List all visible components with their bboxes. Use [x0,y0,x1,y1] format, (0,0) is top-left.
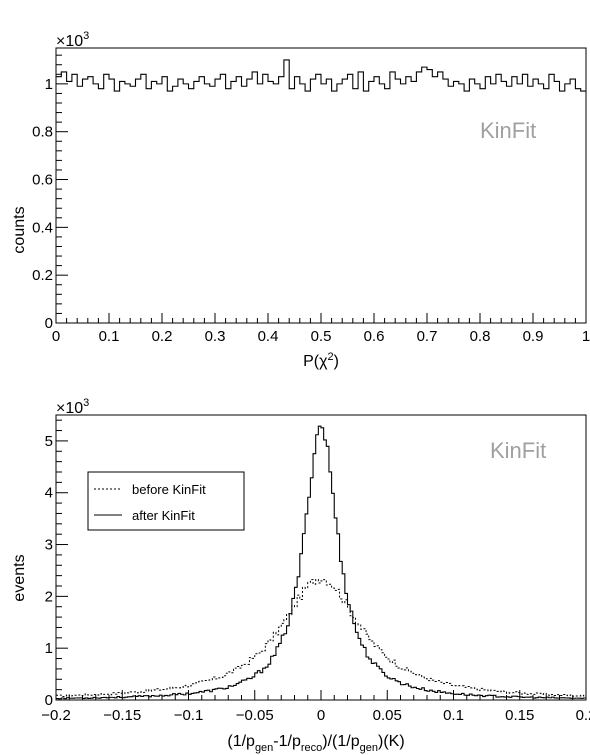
legend-after-label: after KinFit [132,508,195,523]
top-yscale-label: ×103 [56,30,89,50]
top-y-tick-label: 0.2 [32,267,53,284]
top-x-tick-label: 0.6 [364,328,385,345]
top-x-ticks: 0 0.1 0.2 0.3 0.4 0.5 0.6 0.7 0.8 0.9 1 [52,313,590,345]
top-y-axis-label: counts [11,206,28,253]
top-x-tick-label: 0.8 [470,328,491,345]
top-x-tick-label: 0.5 [311,328,332,345]
bottom-x-tick-label: 0 [317,707,325,724]
top-y-tick-label: 0.4 [32,219,53,236]
bottom-x-tick-label: −0.1 [174,707,204,724]
bottom-x-tick-label: −0.15 [103,707,141,724]
bottom-y-tick-label: 1 [45,640,53,657]
bottom-y-tick-label: 3 [45,537,53,554]
bottom-x-tick-label: 0.2 [576,707,590,724]
top-x-tick-label: 1 [582,328,590,345]
top-y-tick-label: 0 [45,315,53,332]
legend: before KinFit after KinFit [87,471,245,531]
top-x-tick-label: 0.2 [152,328,173,345]
bottom-x-tick-label: −0.05 [236,707,274,724]
top-y-ticks: 0 0.2 0.4 0.6 0.8 1 [32,54,68,332]
top-histogram-plot: 0 0.2 0.4 0.6 0.8 1 0 0.1 0.2 0.3 0.4 0.5 0.6 0.7 0.8… [11,30,590,370]
top-histogram-line [56,59,586,92]
bottom-x-tick-label: −0.2 [41,707,71,724]
bottom-y-tick-label: 4 [45,485,53,502]
series-before-kinfit-line [56,579,586,698]
bottom-x-tick-label: 0.15 [505,707,534,724]
top-kinfit-annotation: KinFit [480,118,536,143]
bottom-histogram-plot: 0 1 2 3 4 5 −0.2 −0.15 −0.1 −0.05 0 0.05 0.1 0.15 0.2… [11,397,590,754]
bottom-kinfit-annotation: KinFit [490,438,546,463]
bottom-x-tick-label: 0.05 [373,707,402,724]
series-after-kinfit-line [56,425,586,700]
bottom-x-axis-label: (1/pgen-1/preco)/(1/pgen)(K) [227,733,404,754]
top-x-tick-label: 0.3 [205,328,226,345]
top-x-axis-label: P(χ2) [303,351,339,370]
top-x-tick-label: 0 [52,328,60,345]
bottom-x-tick-label: 0.1 [443,707,464,724]
top-y-tick-label: 0.6 [32,172,53,189]
bottom-y-tick-label: 5 [45,433,53,450]
bottom-y-axis-label: events [11,554,28,601]
legend-box [87,471,245,531]
bottom-yscale-label: ×103 [56,397,89,417]
top-plot-frame [55,47,587,324]
bottom-x-ticks: −0.2 −0.15 −0.1 −0.05 0 0.05 0.1 0.15 0.2 [41,690,590,724]
top-x-tick-label: 0.7 [417,328,438,345]
top-y-tick-label: 1 [45,76,53,93]
legend-before-label: before KinFit [132,482,206,497]
bottom-y-ticks: 0 1 2 3 4 5 [45,419,68,709]
top-x-tick-label: 0.4 [258,328,279,345]
top-y-tick-label: 0.8 [32,124,53,141]
top-x-tick-label: 0.1 [99,328,120,345]
bottom-y-tick-label: 0 [45,692,53,709]
bottom-y-tick-label: 2 [45,588,53,605]
top-x-tick-label: 0.9 [523,328,544,345]
